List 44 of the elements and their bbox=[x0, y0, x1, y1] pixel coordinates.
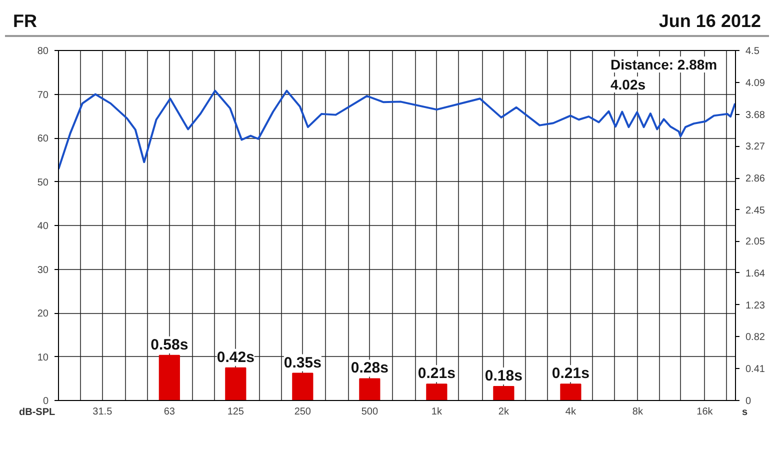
y2-tick-label: 2.45 bbox=[746, 205, 766, 216]
data-label: 0.21s bbox=[418, 365, 456, 382]
chart-title: FR bbox=[13, 10, 37, 33]
y-tick-label: 60 bbox=[37, 134, 49, 144]
y2-tick-label: 1.23 bbox=[746, 300, 766, 312]
y2-tick-label: 0.41 bbox=[746, 364, 766, 376]
x-tick-label: 125 bbox=[227, 406, 244, 418]
y2-tick-label: 2.05 bbox=[746, 236, 766, 248]
y2-tick-label: 3.68 bbox=[746, 110, 766, 121]
x-tick-label: 16k bbox=[696, 406, 714, 418]
y2-tick-label: 0.82 bbox=[746, 332, 766, 344]
data-label: 0.35s bbox=[284, 354, 322, 372]
y-axis-title: dB-SPL bbox=[19, 406, 56, 420]
y2-tick-label: 1.64 bbox=[746, 268, 766, 280]
data-label: 0.18s bbox=[484, 368, 522, 384]
annotation: 4.02s bbox=[610, 76, 646, 92]
data-label: 0.21s bbox=[552, 365, 590, 382]
y2-tick-label: 4.09 bbox=[746, 78, 766, 89]
y-tick-label: 20 bbox=[37, 308, 49, 320]
y-tick-label: 40 bbox=[37, 221, 49, 232]
x-tick-label: 500 bbox=[361, 406, 378, 418]
data-label: 0.58s bbox=[150, 336, 188, 354]
y2-tick-label: 0 bbox=[746, 396, 752, 407]
x-tick-label: 31.5 bbox=[92, 406, 113, 418]
x-tick-label: 1k bbox=[431, 406, 443, 418]
y-tick-label: 10 bbox=[37, 352, 49, 364]
y-tick-label: 0 bbox=[42, 396, 49, 407]
y2-axis-title: s bbox=[742, 406, 748, 420]
y-tick-label: 50 bbox=[37, 177, 49, 188]
x-tick-label: 2k bbox=[498, 406, 510, 418]
y2-tick-label: 4.5 bbox=[746, 46, 760, 57]
x-tick-label: 4k bbox=[565, 406, 577, 418]
y-tick-label: 70 bbox=[37, 90, 49, 101]
y-tick-label: 80 bbox=[37, 46, 49, 57]
y2-tick-label: 3.27 bbox=[746, 142, 766, 153]
y-tick-label: 30 bbox=[37, 264, 49, 276]
x-tick-label: 63 bbox=[164, 406, 176, 418]
annotation: Distance: 2.88m bbox=[610, 56, 718, 72]
x-tick-label: 8k bbox=[632, 406, 644, 418]
data-label: 0.42s bbox=[216, 348, 254, 366]
data-label: 0.28s bbox=[350, 360, 388, 377]
y2-tick-label: 2.86 bbox=[746, 174, 766, 185]
chart-subtitle: Jun 16 2012 bbox=[658, 10, 761, 33]
x-tick-label: 250 bbox=[294, 406, 312, 418]
